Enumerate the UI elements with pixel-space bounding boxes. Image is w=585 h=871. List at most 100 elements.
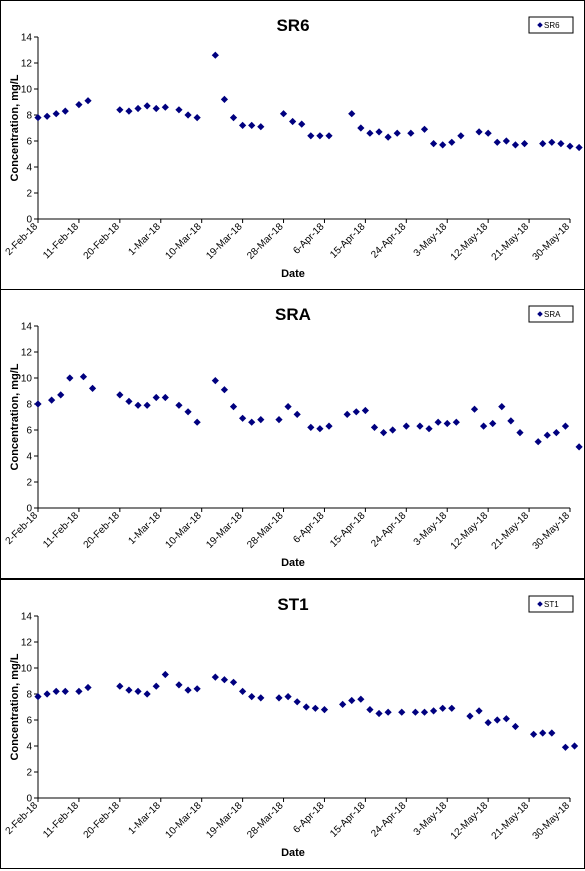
data-point: [366, 129, 374, 137]
x-tick-label: 19-Mar-18: [204, 510, 245, 551]
x-axis-title: Date: [281, 847, 305, 859]
data-point: [511, 722, 520, 731]
legend-label: SRA: [544, 310, 561, 319]
x-tick-label: 28-Mar-18: [245, 800, 286, 841]
y-tick-label: 14: [21, 612, 33, 623]
legend-marker: [537, 601, 543, 607]
data-point: [320, 706, 329, 714]
data-point: [493, 138, 501, 146]
data-point: [52, 687, 60, 695]
data-point: [34, 400, 42, 408]
data-point: [307, 132, 315, 140]
data-point: [402, 422, 410, 430]
x-tick-label: 15-Apr-18: [328, 510, 368, 550]
x-tick-label: 30-May-18: [531, 221, 573, 263]
data-point: [375, 709, 383, 718]
data-point: [79, 373, 88, 381]
data-point: [552, 429, 560, 437]
y-tick-label: 0: [26, 794, 32, 805]
data-point: [370, 423, 379, 431]
chart-st1: ST1 0 2 4 6 8 10 12 14 2-Feb-18 11-Feb-18 20-Feb-18…: [4, 595, 579, 859]
legend-label: ST1: [544, 600, 559, 609]
data-point: [361, 406, 369, 415]
data-point: [229, 403, 238, 411]
data-point: [311, 704, 319, 712]
data-point: [229, 114, 238, 122]
y-axis-title: Concentration, mg/L: [9, 363, 21, 470]
data-point: [393, 129, 401, 137]
data-point: [548, 729, 556, 737]
data-point: [161, 393, 169, 402]
data-point: [161, 670, 169, 679]
data-point: [484, 129, 492, 137]
data-point: [384, 133, 392, 141]
data-point: [239, 414, 247, 422]
x-tick-label: 24-Apr-18: [369, 800, 409, 840]
data-point: [193, 418, 201, 426]
data-point: [429, 707, 438, 715]
legend-marker: [537, 22, 543, 28]
data-point: [561, 743, 570, 751]
y-tick-label: 2: [26, 189, 32, 200]
data-point: [475, 707, 483, 715]
data-point: [116, 391, 124, 399]
x-axis-title: Date: [281, 268, 305, 280]
x-tick-label: 19-Mar-18: [204, 221, 245, 262]
data-point: [384, 708, 392, 716]
data-point: [193, 114, 201, 122]
legend-label: SR6: [544, 21, 560, 30]
data-point: [575, 143, 583, 152]
data-point: [84, 97, 92, 105]
data-point: [375, 128, 383, 136]
x-tick-label: 28-Mar-18: [245, 221, 286, 262]
data-point: [143, 401, 151, 409]
data-point: [284, 403, 292, 411]
x-tick-label: 2-Feb-18: [4, 510, 41, 547]
x-tick-label: 3-May-18: [412, 800, 450, 838]
x-tick-label: 21-May-18: [490, 221, 532, 263]
x-tick-label: 24-Apr-18: [369, 510, 409, 550]
data-point: [416, 422, 424, 430]
data-point: [325, 132, 333, 140]
data-point: [339, 700, 347, 708]
x-tick-label: 20-Feb-18: [82, 221, 123, 262]
data-point: [152, 393, 160, 402]
data-point: [248, 418, 256, 426]
data-point: [570, 742, 579, 750]
data-point: [493, 716, 501, 724]
y-tick-label: 6: [26, 716, 32, 727]
y-tick-label: 6: [26, 426, 32, 437]
data-point: [357, 695, 365, 703]
data-point: [293, 698, 301, 706]
data-point: [448, 138, 456, 146]
x-tick-label: 3-May-18: [412, 510, 450, 548]
data-point: [184, 111, 192, 119]
legend-box: [528, 595, 574, 613]
y-tick-label: 4: [26, 452, 32, 463]
data-point: [530, 730, 538, 738]
data-point: [57, 391, 65, 399]
x-tick-label: 12-May-18: [449, 221, 491, 263]
data-point: [88, 384, 97, 392]
legend-box: [528, 305, 574, 323]
legend-box: [528, 16, 574, 34]
data-point: [534, 438, 542, 446]
data-point: [134, 401, 142, 409]
y-tick-label: 14: [21, 322, 33, 333]
x-tick-label: 21-May-18: [490, 510, 532, 552]
data-point: [407, 129, 415, 137]
legend-marker: [537, 311, 543, 317]
data-point: [316, 425, 324, 433]
data-point: [539, 729, 547, 737]
y-tick-label: 14: [21, 33, 33, 44]
x-tick-label: 6-Apr-18: [291, 221, 327, 257]
data-point: [316, 132, 324, 140]
y-tick-label: 8: [26, 400, 32, 411]
data-point: [220, 386, 229, 394]
data-point: [34, 114, 42, 122]
data-point: [466, 712, 474, 720]
data-point: [175, 681, 183, 689]
data-point: [239, 687, 247, 695]
data-point: [152, 104, 160, 113]
chart-title: SRA: [275, 305, 311, 324]
